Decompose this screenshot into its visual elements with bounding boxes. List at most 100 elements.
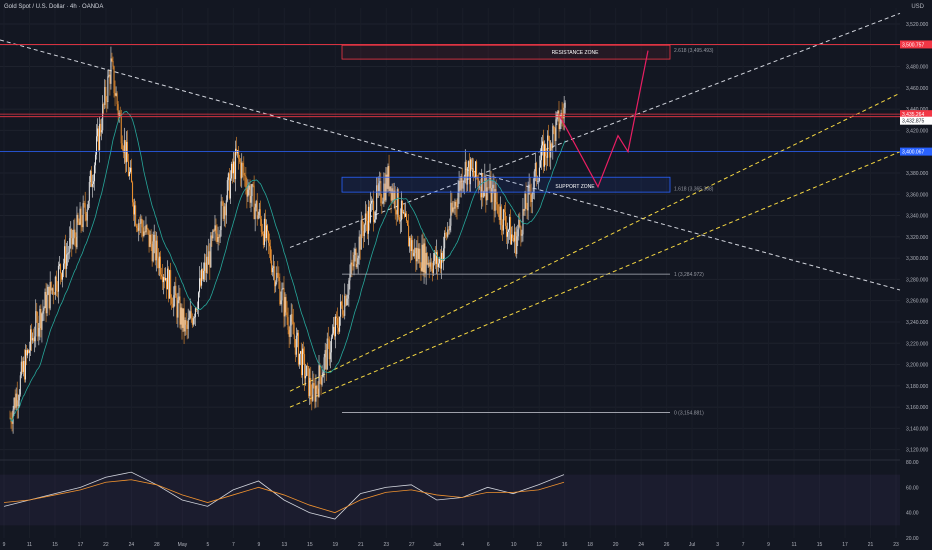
candle-body bbox=[399, 220, 401, 222]
candle-body bbox=[478, 179, 480, 187]
candle-body bbox=[231, 163, 233, 174]
candle-body bbox=[203, 270, 205, 280]
candle-body bbox=[372, 200, 374, 202]
candle-body bbox=[74, 229, 76, 238]
candle-body bbox=[389, 186, 391, 191]
candle-body bbox=[191, 317, 193, 325]
candle-body bbox=[418, 248, 420, 260]
candle-body bbox=[46, 294, 48, 314]
candle-body bbox=[491, 187, 493, 202]
candle-body bbox=[192, 318, 194, 325]
candle-body bbox=[175, 285, 177, 298]
candle-body bbox=[526, 208, 528, 211]
candle-body bbox=[223, 206, 225, 219]
candle-body bbox=[403, 212, 405, 217]
candle-body bbox=[189, 311, 191, 318]
y-tick-label: 3,480.000 bbox=[906, 65, 928, 71]
candle-body bbox=[546, 156, 548, 158]
candle-body bbox=[492, 184, 494, 188]
candle-body bbox=[250, 196, 252, 203]
candle-body bbox=[398, 217, 400, 222]
candle-body bbox=[417, 248, 419, 260]
candle-body bbox=[439, 257, 441, 264]
rsi-tick-label: 80.00 bbox=[906, 460, 919, 466]
candle-body bbox=[352, 264, 354, 267]
candle-body bbox=[63, 263, 65, 271]
x-tick-label: 13 bbox=[282, 542, 288, 548]
candle-body bbox=[200, 278, 202, 286]
candle-body bbox=[43, 307, 45, 311]
x-tick-label: 20 bbox=[613, 542, 619, 548]
candle-body bbox=[495, 189, 497, 202]
candle-body bbox=[81, 224, 83, 228]
candle-body bbox=[517, 229, 519, 237]
candle-body bbox=[434, 251, 436, 264]
candle-body bbox=[35, 311, 37, 337]
candle-body bbox=[453, 207, 455, 209]
x-tick-label: 27 bbox=[409, 542, 415, 548]
candle-body bbox=[226, 180, 228, 201]
candle-body bbox=[130, 167, 132, 172]
candle-body bbox=[214, 225, 216, 231]
x-tick-label: Jun bbox=[433, 542, 441, 548]
candle-body bbox=[48, 286, 50, 309]
candle-body bbox=[497, 204, 499, 215]
candle-body bbox=[276, 272, 278, 283]
candle-body bbox=[77, 214, 79, 223]
candle-body bbox=[12, 409, 14, 424]
candle-body bbox=[144, 231, 146, 233]
candle-body bbox=[122, 149, 124, 153]
projection-path bbox=[559, 50, 649, 189]
candle-body bbox=[157, 258, 159, 269]
candle-body bbox=[306, 365, 308, 376]
candle-body bbox=[499, 206, 501, 220]
candle-body bbox=[522, 209, 524, 235]
candle-body bbox=[36, 311, 38, 316]
candle-body bbox=[515, 231, 517, 254]
candle-body bbox=[131, 167, 133, 183]
candle-body bbox=[151, 243, 153, 262]
x-tick-label: Jul bbox=[689, 542, 695, 548]
candle-body bbox=[91, 183, 93, 187]
x-tick-label: 6 bbox=[487, 542, 490, 548]
channel-top-line bbox=[289, 12, 901, 248]
x-tick-label: 18 bbox=[587, 542, 593, 548]
candle-body bbox=[506, 231, 508, 237]
candle-body bbox=[261, 231, 263, 234]
candle-body bbox=[120, 116, 122, 144]
candle-body bbox=[41, 313, 43, 330]
candle-body bbox=[381, 202, 383, 204]
candle-body bbox=[169, 270, 171, 299]
candle-body bbox=[458, 180, 460, 193]
candle-body bbox=[325, 350, 327, 370]
candle-body bbox=[483, 192, 485, 198]
candle-body bbox=[142, 227, 144, 237]
candle-body bbox=[68, 252, 70, 254]
candle-body bbox=[128, 171, 130, 176]
candle-body bbox=[216, 233, 218, 242]
candle-body bbox=[427, 262, 429, 265]
candle-body bbox=[544, 144, 546, 167]
candle-body bbox=[351, 262, 353, 265]
moving-average-line bbox=[9, 110, 566, 423]
candle-body bbox=[558, 110, 560, 130]
candle-body bbox=[17, 400, 19, 407]
candle-body bbox=[316, 385, 318, 389]
candle-body bbox=[25, 350, 27, 356]
rsi-tick-label: 60.00 bbox=[906, 485, 919, 491]
candle-body bbox=[263, 218, 265, 245]
candle-body bbox=[410, 238, 412, 252]
candle-body bbox=[30, 329, 32, 351]
candle-body bbox=[256, 201, 258, 219]
candle-body bbox=[234, 161, 236, 180]
candle-body bbox=[123, 140, 125, 153]
candle-body bbox=[205, 262, 207, 273]
candle-body bbox=[528, 184, 530, 186]
candle-body bbox=[416, 248, 418, 262]
candle-body bbox=[187, 319, 189, 329]
candle-body bbox=[436, 252, 438, 268]
candle-body bbox=[170, 270, 172, 298]
candle-body bbox=[33, 338, 35, 342]
candle-body bbox=[53, 294, 55, 295]
